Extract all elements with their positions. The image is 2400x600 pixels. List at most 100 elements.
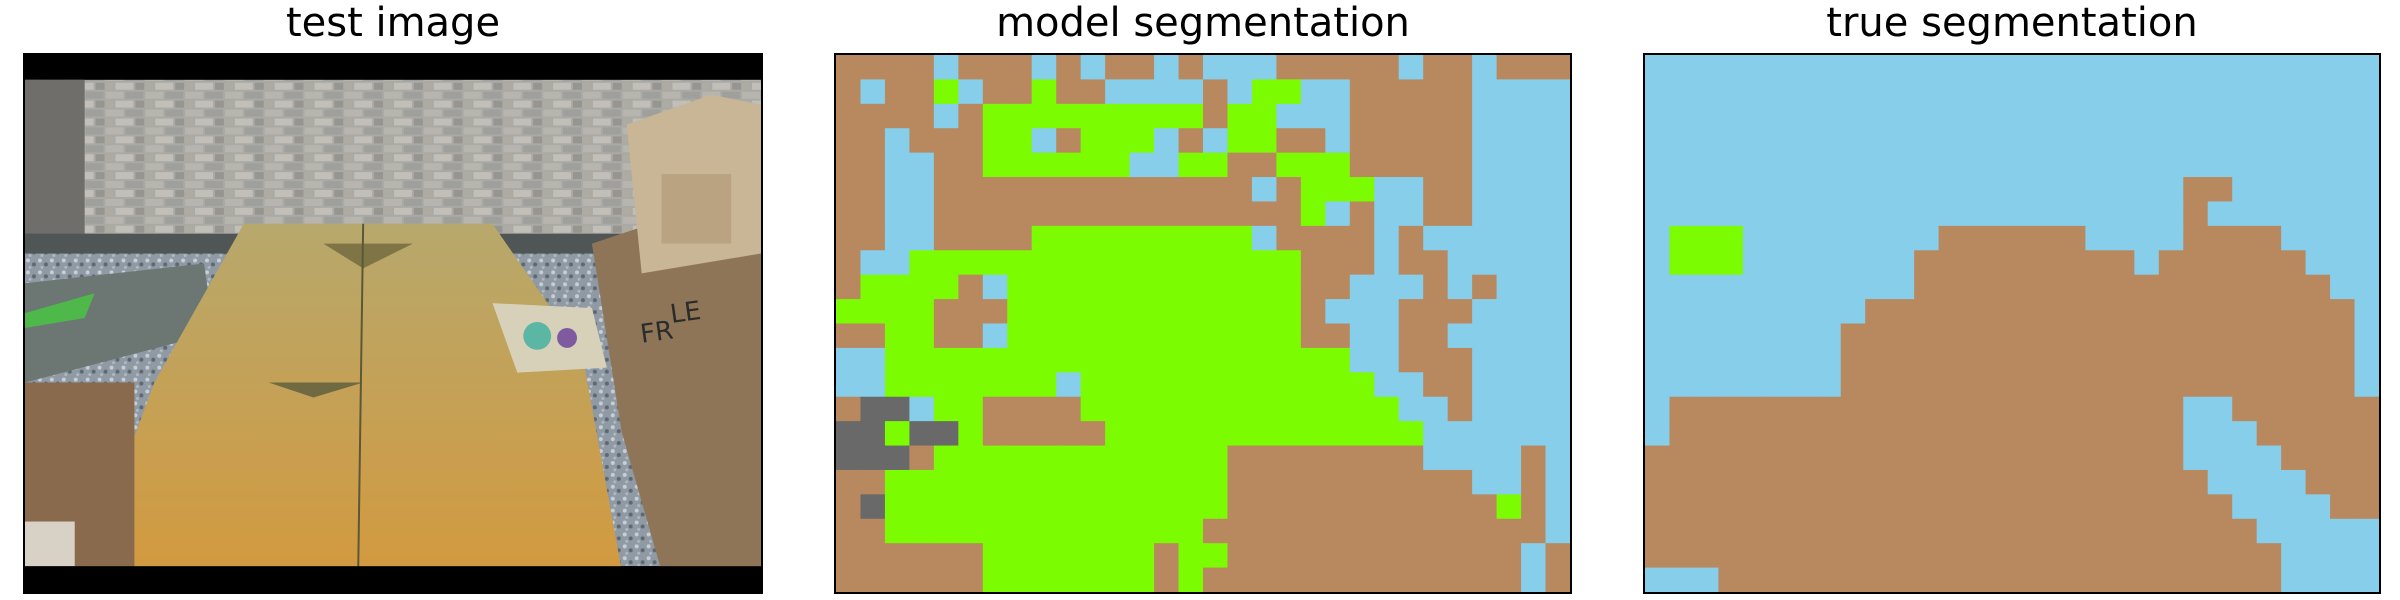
true-segmentation-cell [2036,250,2062,276]
model-segmentation-title: model segmentation [996,0,1410,46]
true-segmentation-cell [2060,152,2086,178]
model-segmentation-cell [1496,347,1522,373]
true-segmentation-cell [2012,567,2038,592]
true-segmentation-cell [2036,494,2062,520]
model-segmentation-cell [1154,152,1180,178]
true-segmentation-cell [1963,250,1989,276]
model-segmentation-cell [958,128,984,154]
model-segmentation-cell [1056,55,1082,81]
true-segmentation-cell [1669,55,1695,81]
model-segmentation-cell [884,55,910,81]
true-segmentation-cell [1938,445,1964,471]
true-segmentation-cell [2085,103,2111,129]
true-segmentation-cell [2330,421,2356,447]
model-segmentation-cell [860,225,886,251]
true-segmentation-cell [1718,469,1744,495]
model-segmentation-cell [1276,250,1302,276]
true-segmentation-cell [1963,152,1989,178]
model-segmentation-cell [1129,225,1155,251]
model-segmentation-cell [1276,128,1302,154]
model-segmentation-cell [1300,103,1326,129]
model-segmentation-cell [933,396,959,422]
model-segmentation-cell [1545,421,1570,447]
model-segmentation-cell [1178,445,1204,471]
model-segmentation-cell [1056,177,1082,203]
model-segmentation-cell [1472,347,1498,373]
true-segmentation-cell [1816,299,1842,325]
true-segmentation-cell [2060,372,2086,398]
model-segmentation-cell [958,494,984,520]
true-segmentation-cell [2305,445,2331,471]
model-segmentation-cell [1251,152,1277,178]
true-segmentation-cell [2232,55,2258,81]
true-segmentation-cell [1767,396,1793,422]
true-segmentation-cell [2036,421,2062,447]
model-segmentation-cell [1276,421,1302,447]
true-segmentation-cell [1645,518,1671,544]
model-segmentation-cell [1349,177,1375,203]
model-segmentation-cell [1251,79,1277,105]
true-segmentation-cell [2305,250,2331,276]
model-segmentation-cell [1325,469,1351,495]
model-segmentation-cell [884,347,910,373]
model-segmentation-cell [1080,494,1106,520]
true-segmentation-cell [2109,421,2135,447]
true-segmentation-cell [2256,177,2282,203]
true-segmentation-cell [2183,225,2209,251]
true-segmentation-cell [2036,79,2062,105]
model-segmentation-cell [1521,128,1547,154]
model-segmentation-cell [1349,567,1375,592]
model-segmentation-cell [1521,445,1547,471]
model-segmentation-cell [1325,299,1351,325]
true-segmentation-cell [1645,79,1671,105]
true-segmentation-cell [1742,518,1768,544]
true-segmentation-cell [2183,274,2209,300]
true-segmentation-cell [2207,103,2233,129]
true-segmentation-cell [2134,543,2160,569]
true-segmentation-cell [1816,421,1842,447]
true-segmentation-cell [1718,128,1744,154]
model-segmentation-cell [1447,421,1473,447]
true-segmentation-cell [2134,274,2160,300]
true-segmentation-cell [2183,421,2209,447]
true-segmentation-cell [2207,250,2233,276]
model-segmentation-cell [1251,323,1277,349]
true-segmentation-cell [2134,152,2160,178]
true-segmentation-cell [1718,445,1744,471]
true-segmentation-cell [1938,396,1964,422]
model-segmentation-cell [1203,323,1229,349]
true-segmentation-cell [2354,79,2379,105]
true-segmentation-cell [1742,274,1768,300]
true-segmentation-cell [2256,372,2282,398]
model-segmentation-cell [1472,518,1498,544]
true-segmentation-cell [1987,103,2013,129]
model-segmentation-cell [1129,347,1155,373]
model-segmentation-cell [1398,79,1424,105]
model-segmentation-cell [933,177,959,203]
model-segmentation-cell [1398,103,1424,129]
true-segmentation-cell [1693,152,1719,178]
true-segmentation-cell [2207,201,2233,227]
true-segmentation-cell [2134,177,2160,203]
model-segmentation-cell [1545,274,1570,300]
model-segmentation-cell [1056,347,1082,373]
true-segmentation-cell [1840,201,1866,227]
true-segmentation-cell [2158,469,2184,495]
model-segmentation-cell [1080,518,1106,544]
model-segmentation-cell [1203,347,1229,373]
model-segmentation-cell [860,128,886,154]
true-segmentation-cell [2134,396,2160,422]
true-segmentation-cell [1865,201,1891,227]
model-segmentation-cell [1007,347,1033,373]
model-segmentation-cell [1080,177,1106,203]
model-segmentation-cell [1007,152,1033,178]
model-segmentation-cell [1203,79,1229,105]
model-segmentation-cell [909,128,935,154]
model-segmentation-cell [933,55,959,81]
true-segmentation-cell [1645,55,1671,81]
model-segmentation-cell [1521,567,1547,592]
model-segmentation-cell [909,567,935,592]
model-segmentation-cell [1105,469,1131,495]
model-segmentation-cell [836,421,862,447]
true-segmentation-cell [1718,201,1744,227]
